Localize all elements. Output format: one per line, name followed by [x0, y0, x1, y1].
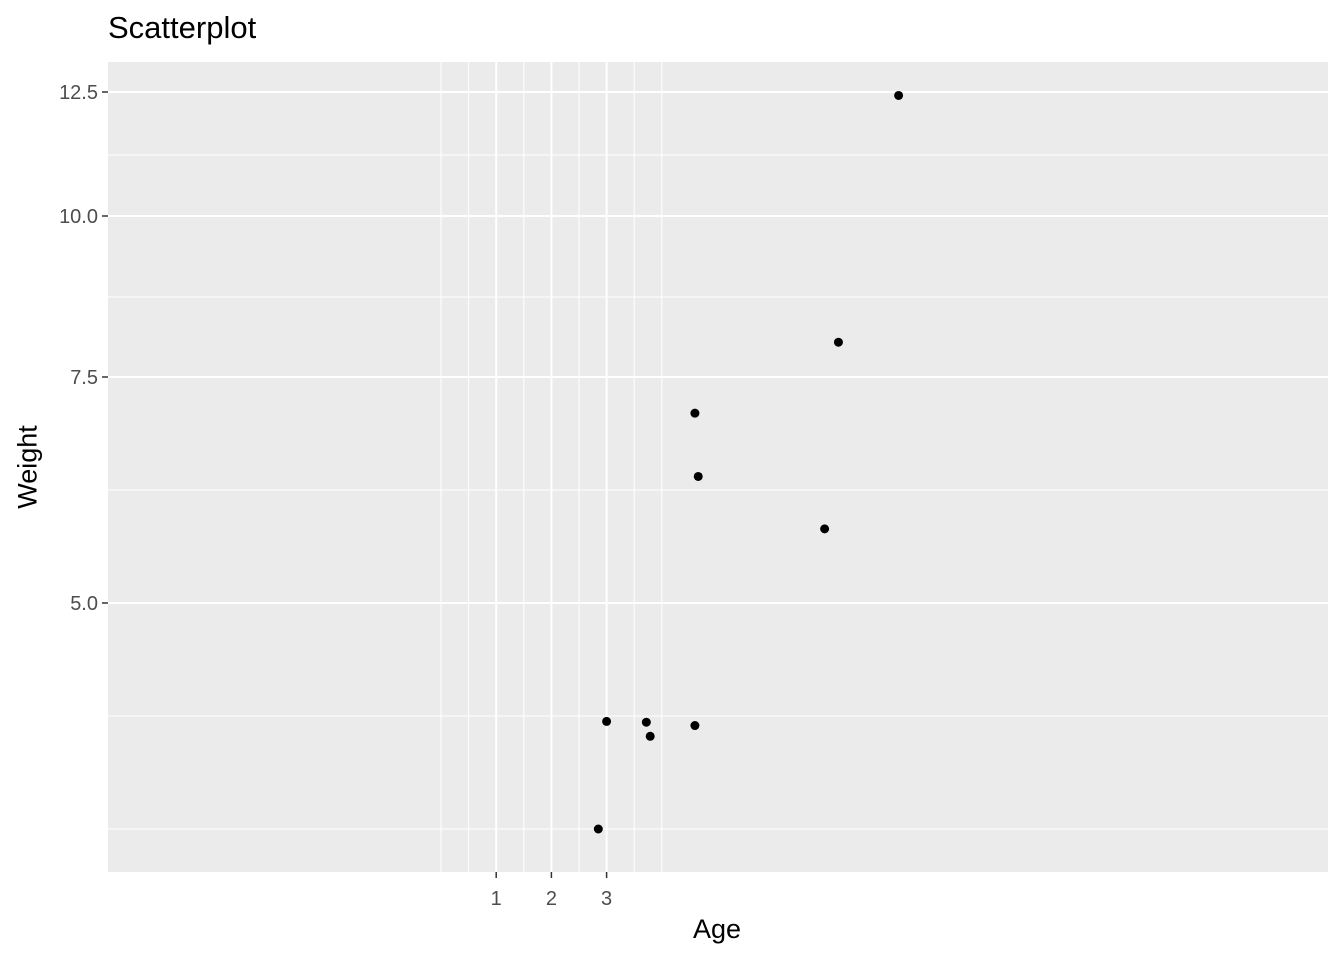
- y-tick-label: 5.0: [70, 593, 98, 615]
- y-axis-label: Weight: [12, 425, 43, 509]
- data-point: [894, 90, 904, 100]
- data-point: [602, 716, 612, 726]
- x-tick-label: 2: [546, 888, 557, 910]
- y-axis: 5.0 7.5 10.0 12.5: [59, 82, 108, 615]
- y-tick-label: 7.5: [70, 367, 98, 389]
- grid-lines: [108, 62, 1328, 872]
- data-points: [593, 90, 904, 834]
- data-point: [833, 337, 843, 347]
- data-point: [690, 408, 700, 418]
- x-tick-label: 1: [491, 888, 502, 910]
- data-point: [690, 721, 700, 731]
- x-axis-label: Age: [692, 914, 742, 944]
- y-tick-label: 12.5: [59, 82, 98, 104]
- x-tick-label: 3: [601, 888, 612, 910]
- data-point: [641, 717, 651, 727]
- x-axis: 1 2 3: [491, 872, 612, 910]
- plot-panel: [108, 62, 1328, 872]
- chart-title: Scatterplot: [108, 10, 257, 45]
- y-tick-label: 10.0: [59, 206, 98, 228]
- data-point: [645, 731, 655, 741]
- data-point: [693, 471, 703, 481]
- data-point: [593, 824, 603, 834]
- data-point: [820, 524, 830, 534]
